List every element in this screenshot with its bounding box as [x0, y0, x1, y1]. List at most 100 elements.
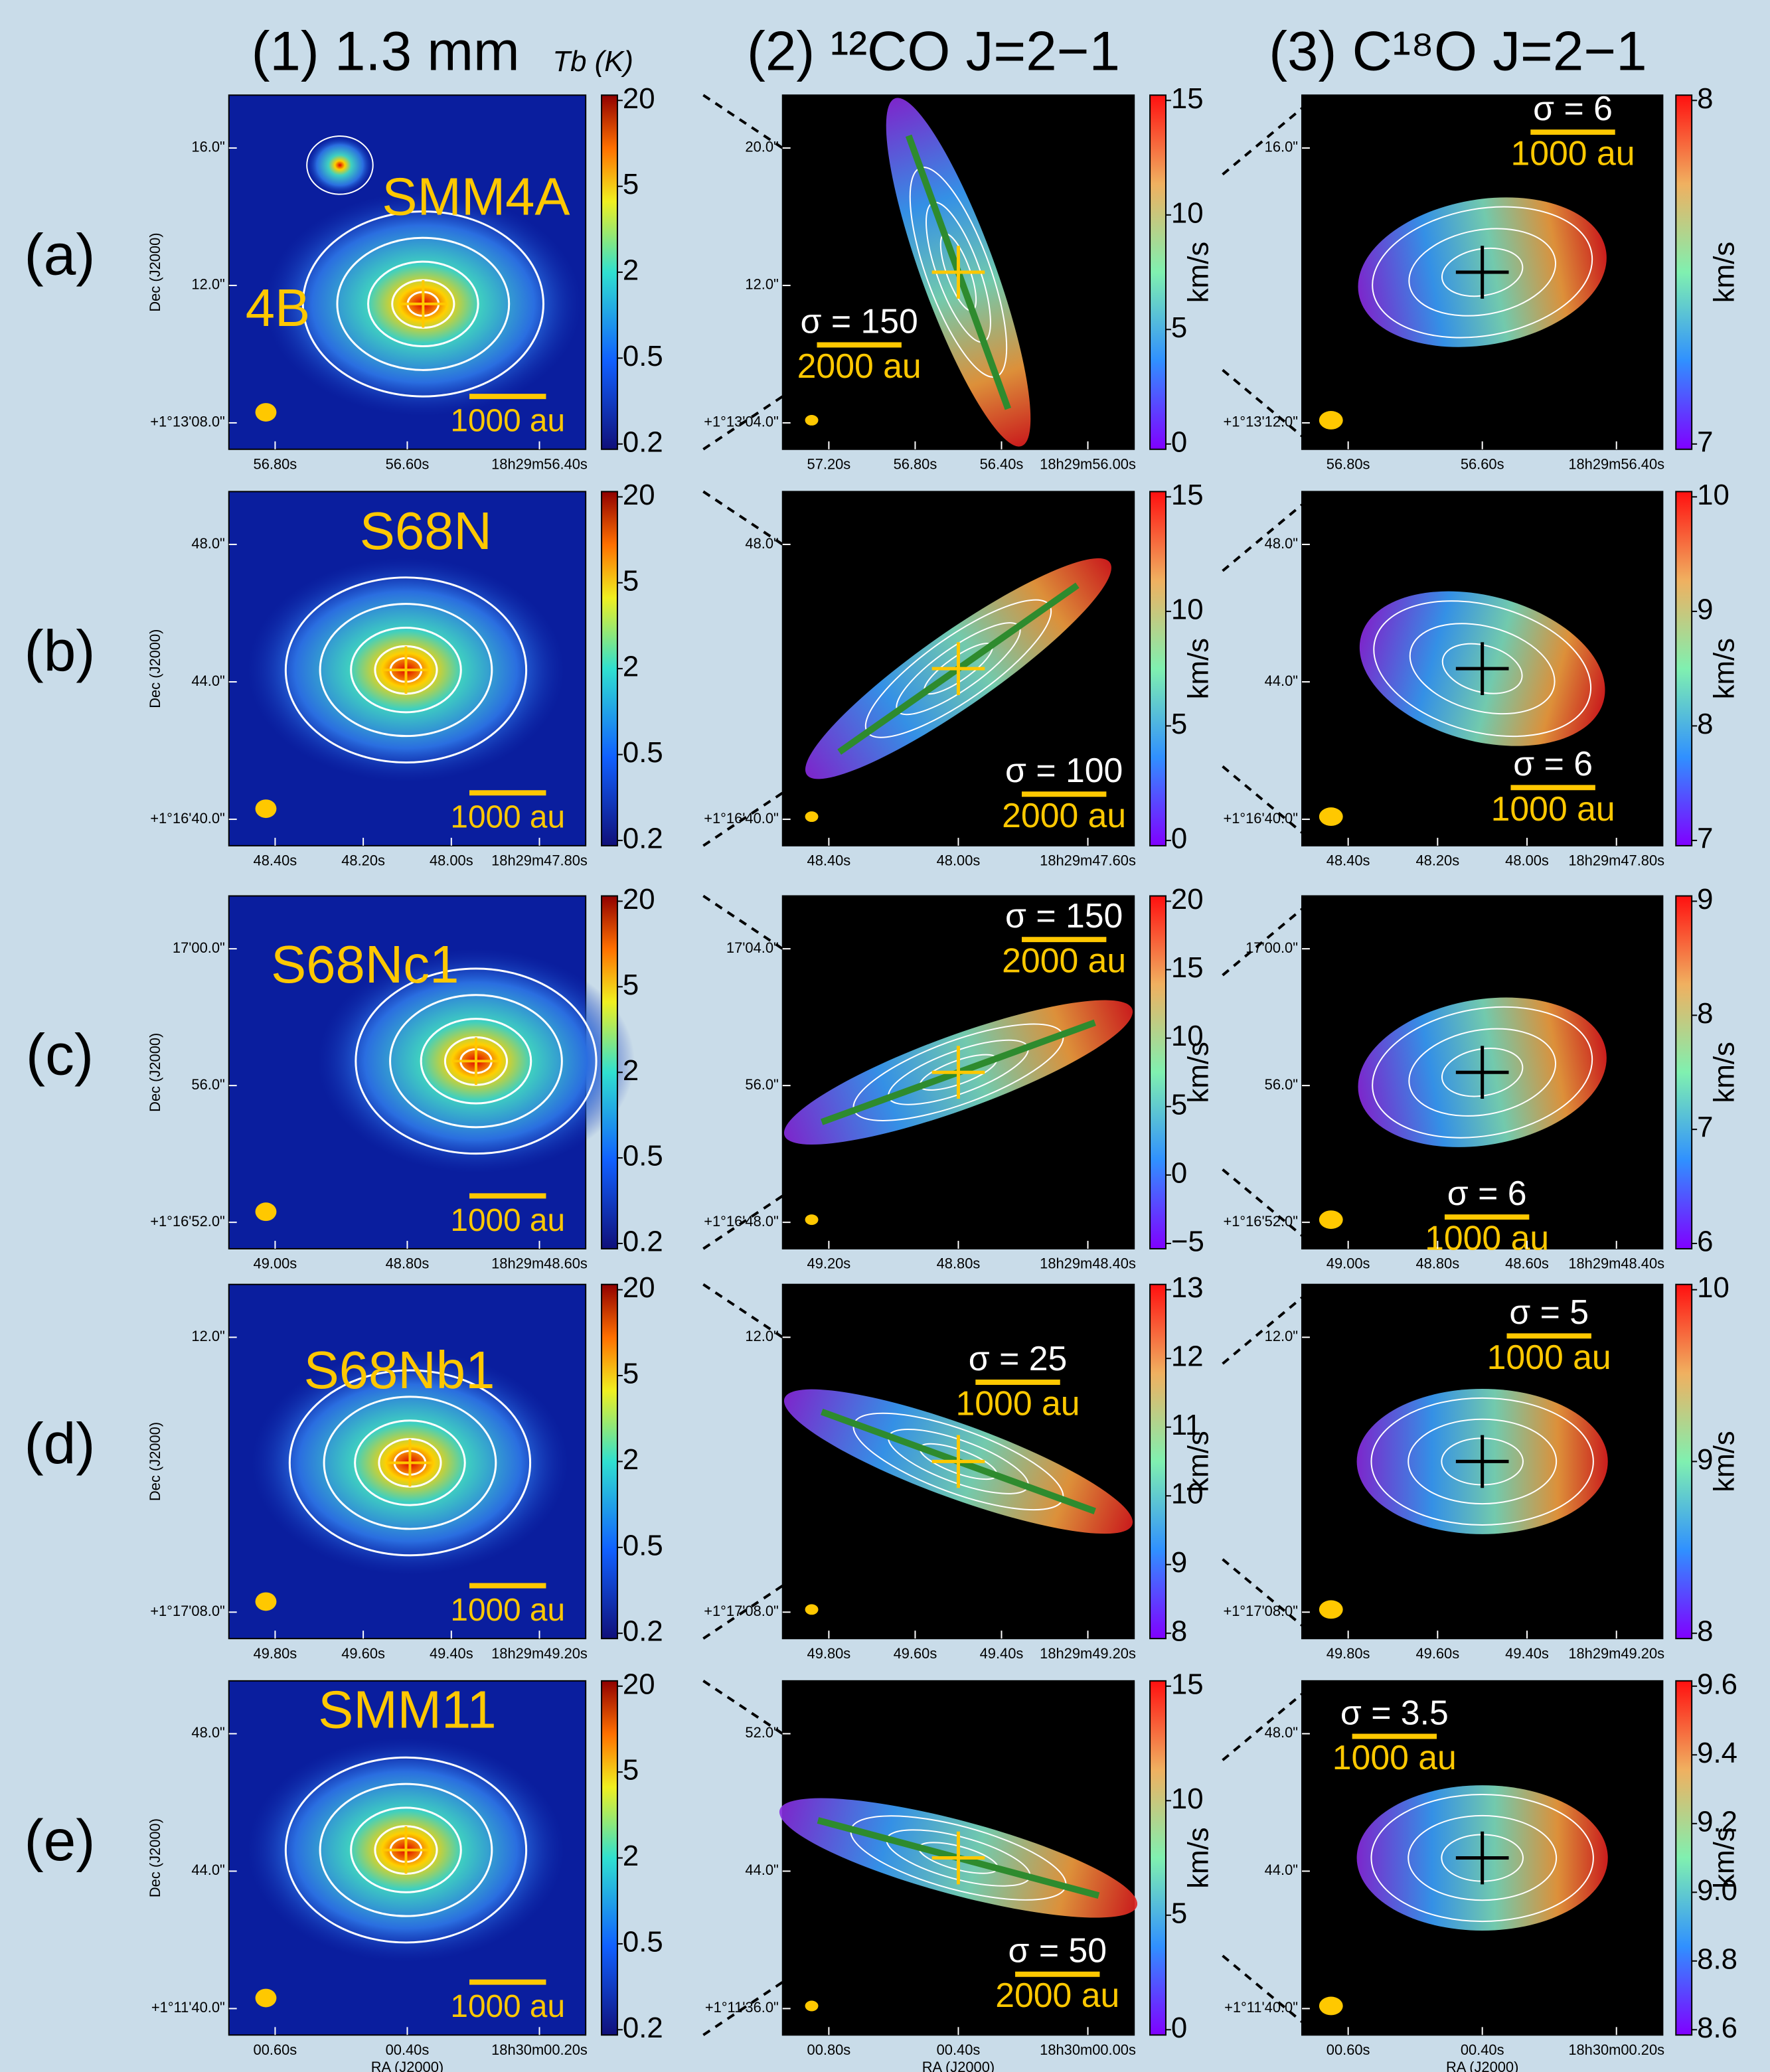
dec-tick-label: +1°16'40.0" — [704, 810, 779, 827]
column-unit: Tb (K) — [552, 45, 633, 78]
colorbar-tick-label: 20 — [623, 479, 655, 511]
colorbar-tick-label: 9 — [1697, 1443, 1713, 1476]
colorbar-tick-label: 10 — [1697, 1271, 1730, 1304]
colorbar-tick-label: 8 — [1697, 82, 1713, 115]
ra-tick-label: 48.40s — [1327, 852, 1370, 869]
dec-tick-label: 48.0" — [191, 1724, 224, 1741]
colorbar — [1150, 491, 1166, 845]
axis-title: Dec (J2000) — [147, 1818, 163, 1897]
colorbar-unit: km/s — [1708, 1042, 1740, 1103]
ra-tick-label: 49.60s — [341, 1645, 385, 1662]
ra-tick-label: 56.80s — [254, 455, 297, 472]
dec-tick-label: +1°11'40.0" — [1224, 1999, 1298, 2016]
dec-tick-label: 48.0" — [745, 535, 778, 552]
colorbar-tick-label: 20 — [1171, 883, 1204, 916]
colorbar — [1150, 1681, 1166, 2035]
dec-tick-label: 44.0" — [191, 1862, 224, 1878]
source-name: SMM4A — [382, 167, 570, 226]
beam — [1319, 1210, 1343, 1229]
sigma-label: σ = 150 — [801, 301, 918, 340]
dec-tick-label: +1°11'40.0" — [151, 1999, 225, 2016]
colorbar-tick-label: 0 — [1171, 2012, 1187, 2044]
ra-tick-label: 57.20s — [807, 455, 851, 472]
colorbar — [1676, 1285, 1692, 1638]
scale-label: 1000 au — [450, 1989, 565, 2024]
scale-label: 1000 au — [1487, 1338, 1611, 1376]
scale-label: 2000 au — [1002, 941, 1126, 980]
dec-tick-label: 44.0" — [1265, 673, 1298, 689]
ra-tick-label: 18h30m00.00s — [1040, 2041, 1136, 2058]
dec-tick-label: 48.0" — [1265, 535, 1298, 552]
colorbar — [1676, 491, 1692, 845]
axis-title: Dec (J2000) — [147, 629, 163, 708]
colorbar-tick-label: 9.4 — [1697, 1737, 1737, 1769]
axis-title: Dec (J2000) — [147, 1422, 163, 1501]
colorbar-tick-label: 0.5 — [623, 340, 663, 372]
ra-tick-label: 56.80s — [894, 455, 937, 472]
colorbar-tick-label: 5 — [1171, 1897, 1187, 1929]
colorbar — [1676, 896, 1692, 1249]
sigma-label: σ = 6 — [1447, 1174, 1527, 1212]
colorbar-tick-label: 15 — [1171, 951, 1204, 984]
dec-tick-label: 17'00.0" — [1246, 939, 1298, 956]
ra-tick-label: 49.80s — [254, 1645, 297, 1662]
colorbar-unit: km/s — [1182, 1827, 1214, 1888]
scale-label: 1000 au — [450, 1203, 565, 1238]
ra-tick-label: 49.40s — [430, 1645, 473, 1662]
colorbar-tick-label: 5 — [1171, 1088, 1187, 1121]
dec-tick-label: +1°13'04.0" — [704, 414, 779, 430]
sigma-label: σ = 25 — [969, 1339, 1067, 1378]
sigma-label: σ = 6 — [1533, 89, 1613, 127]
ra-tick-label: 00.40s — [937, 2041, 981, 2058]
ra-tick-label: 18h29m48.40s — [1040, 1255, 1136, 1272]
ra-tick-label: 18h29m49.20s — [1040, 1645, 1136, 1662]
dec-tick-label: +1°13'08.0" — [150, 414, 225, 430]
dec-tick-label: +1°13'12.0" — [1223, 414, 1298, 430]
ra-tick-label: 56.60s — [1461, 455, 1504, 472]
dec-tick-label: 12.0" — [191, 276, 224, 293]
colorbar-tick-label: 10 — [1171, 197, 1204, 229]
ra-tick-label: 48.40s — [807, 852, 851, 869]
colorbar — [602, 1285, 617, 1638]
colorbar-tick-label: 5 — [1171, 708, 1187, 740]
colorbar-tick-label: 15 — [1171, 1668, 1204, 1700]
colorbar-unit: km/s — [1182, 638, 1214, 699]
colorbar-tick-label: 20 — [623, 1668, 655, 1700]
colorbar-tick-label: 0.2 — [623, 426, 663, 458]
axis-title: Dec (J2000) — [147, 232, 163, 311]
dec-tick-label: +1°11'36.0" — [705, 1999, 779, 2016]
figure: (1) 1.3 mmTb (K)(2) ¹²CO J=2−1(3) C¹⁸O J… — [0, 0, 1770, 2072]
ra-tick-label: 48.80s — [386, 1255, 430, 1272]
dec-tick-label: 44.0" — [191, 673, 224, 689]
ra-tick-label: 49.00s — [1327, 1255, 1370, 1272]
colorbar-tick-label: 6 — [1697, 1226, 1713, 1258]
beam — [805, 811, 819, 822]
dec-tick-label: 12.0" — [745, 276, 778, 293]
colorbar-tick-label: 15 — [1171, 82, 1204, 115]
dec-tick-label: 17'04.0" — [726, 939, 779, 956]
axis-title: RA (J2000) — [371, 2059, 443, 2072]
sigma-label: σ = 3.5 — [1340, 1693, 1449, 1731]
beam — [256, 799, 277, 818]
colorbar — [602, 896, 617, 1249]
ra-tick-label: 48.60s — [1505, 1255, 1549, 1272]
beam — [805, 2001, 819, 2012]
source-name: SMM11 — [318, 1680, 496, 1739]
source-name: S68N — [360, 501, 492, 560]
ra-tick-label: 18h29m49.20s — [491, 1645, 588, 1662]
colorbar-tick-label: 7 — [1697, 822, 1713, 854]
sigma-label: σ = 6 — [1513, 744, 1593, 783]
ra-tick-label: 49.60s — [894, 1645, 937, 1662]
colorbar-tick-label: 2 — [623, 254, 639, 287]
scale-label: 1000 au — [450, 800, 565, 835]
ra-tick-label: 48.00s — [430, 852, 473, 869]
colorbar-tick-label: 0 — [1171, 822, 1187, 854]
colorbar-tick-label: 0.2 — [623, 822, 663, 854]
colorbar-tick-label: 9.6 — [1697, 1668, 1737, 1700]
colorbar-tick-label: 8 — [1171, 1615, 1187, 1648]
ra-tick-label: 18h30m00.20s — [491, 2041, 588, 2058]
dec-tick-label: +1°17'08.0" — [1223, 1603, 1298, 1619]
dec-tick-label: 52.0" — [745, 1724, 778, 1741]
colorbar-tick-label: 9.2 — [1697, 1805, 1737, 1838]
beam — [1319, 411, 1343, 430]
